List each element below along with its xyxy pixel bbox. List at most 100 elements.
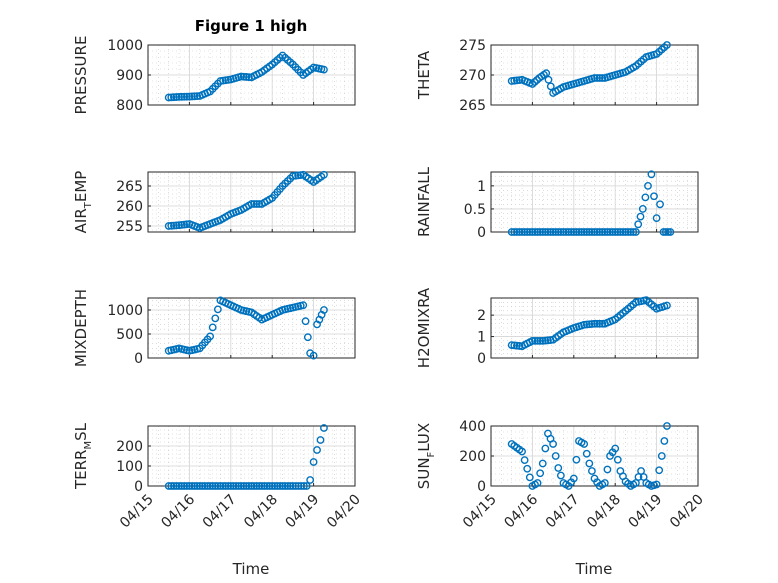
data-point xyxy=(638,205,647,213)
y-tick-label: 900 xyxy=(116,68,143,84)
data-point xyxy=(611,228,620,236)
y-tick-label: 260 xyxy=(116,199,143,215)
data-series xyxy=(164,51,328,102)
data-point xyxy=(546,82,555,91)
y-axis-label: THETA xyxy=(415,50,433,100)
x-tick-label: 04/18 xyxy=(241,492,281,532)
data-series xyxy=(164,170,328,232)
y-tick-label: 500 xyxy=(116,327,143,343)
data-point xyxy=(582,320,591,329)
data-point xyxy=(621,228,630,236)
data-point xyxy=(664,228,672,236)
data-point xyxy=(270,482,279,490)
y-axis-label: RAINFALL xyxy=(415,166,433,237)
data-point xyxy=(221,482,230,490)
data-point xyxy=(600,228,609,236)
axes-h2omixra: 0 1 2 H2OMIXRA xyxy=(415,287,699,368)
data-point xyxy=(544,228,552,236)
data-point xyxy=(577,228,586,236)
data-point xyxy=(234,482,243,490)
data-point xyxy=(538,336,547,345)
data-point xyxy=(575,228,583,236)
data-point xyxy=(193,482,202,490)
data-series xyxy=(507,296,671,351)
data-series xyxy=(507,170,675,236)
data-point xyxy=(206,332,215,341)
data-point xyxy=(569,228,578,236)
data-point xyxy=(276,482,284,490)
data-point xyxy=(656,200,664,209)
data-point xyxy=(512,228,521,236)
data-point xyxy=(549,228,557,236)
data-point xyxy=(167,221,176,230)
data-point xyxy=(544,75,553,84)
data-point xyxy=(242,73,251,81)
data-point xyxy=(309,458,318,466)
data-point xyxy=(619,228,627,236)
data-point xyxy=(255,482,264,490)
data-point xyxy=(288,482,297,490)
data-point xyxy=(544,336,552,345)
data-point xyxy=(263,482,271,490)
data-point xyxy=(666,228,675,236)
data-point xyxy=(237,72,246,81)
data-point xyxy=(546,228,555,236)
y-tick-label: 100 xyxy=(116,459,143,475)
data-point xyxy=(626,228,635,236)
data-point xyxy=(211,314,220,323)
data-point xyxy=(542,69,551,78)
data-series xyxy=(507,422,671,490)
y-tick-label: 1000 xyxy=(107,38,143,54)
data-point xyxy=(585,228,594,236)
data-point xyxy=(182,482,191,490)
axes-pressure: 800 900 1000 PRESSURE xyxy=(72,36,356,114)
data-point xyxy=(611,444,620,453)
data-point xyxy=(590,74,599,82)
data-point xyxy=(320,170,328,179)
data-point xyxy=(245,73,253,82)
data-point xyxy=(590,228,599,236)
data-point xyxy=(286,482,295,490)
figure-title: Figure 1 high xyxy=(195,17,308,35)
y-tick-label: 0 xyxy=(134,479,143,495)
data-point xyxy=(180,482,189,490)
y-tick-label: 400 xyxy=(459,419,486,435)
data-point xyxy=(281,482,290,490)
y-tick-label: 200 xyxy=(459,449,486,465)
data-point xyxy=(208,482,217,490)
data-point xyxy=(541,444,550,453)
data-point xyxy=(510,228,519,236)
data-point xyxy=(593,228,601,236)
data-point xyxy=(172,482,181,490)
data-point xyxy=(229,482,238,490)
data-point xyxy=(663,422,671,430)
data-point xyxy=(588,467,596,475)
data-point xyxy=(239,482,248,490)
data-point xyxy=(585,320,594,329)
data-point xyxy=(169,221,178,230)
data-point xyxy=(655,466,664,475)
data-series xyxy=(164,296,328,360)
data-point xyxy=(169,482,178,490)
y-tick-label: 265 xyxy=(116,179,143,195)
data-point xyxy=(650,192,658,201)
data-point xyxy=(252,200,261,208)
data-point xyxy=(531,228,539,236)
data-point xyxy=(554,228,563,236)
data-point xyxy=(193,92,202,101)
data-point xyxy=(239,72,248,81)
data-point xyxy=(245,482,253,490)
data-point xyxy=(523,228,532,236)
axes-rainfall: 0 0.5 1 RAINFALL xyxy=(415,166,699,241)
data-point xyxy=(613,228,622,236)
y-tick-label: 1 xyxy=(477,330,486,346)
data-point xyxy=(533,336,542,345)
data-point xyxy=(567,228,576,236)
data-point xyxy=(297,482,306,490)
data-point xyxy=(313,446,321,454)
axes-terr-msl: 04/15 04/16 04/17 04/18 04/19 04/20 0 100 200 TER… xyxy=(72,422,364,531)
x-tick-label: 04/20 xyxy=(667,492,707,532)
data-point xyxy=(582,228,591,236)
axes-sun-flux: 04/15 04/16 04/17 04/18 04/19 04/20 0 200 400 SUN… xyxy=(415,419,707,531)
y-tick-label: 265 xyxy=(459,98,486,114)
